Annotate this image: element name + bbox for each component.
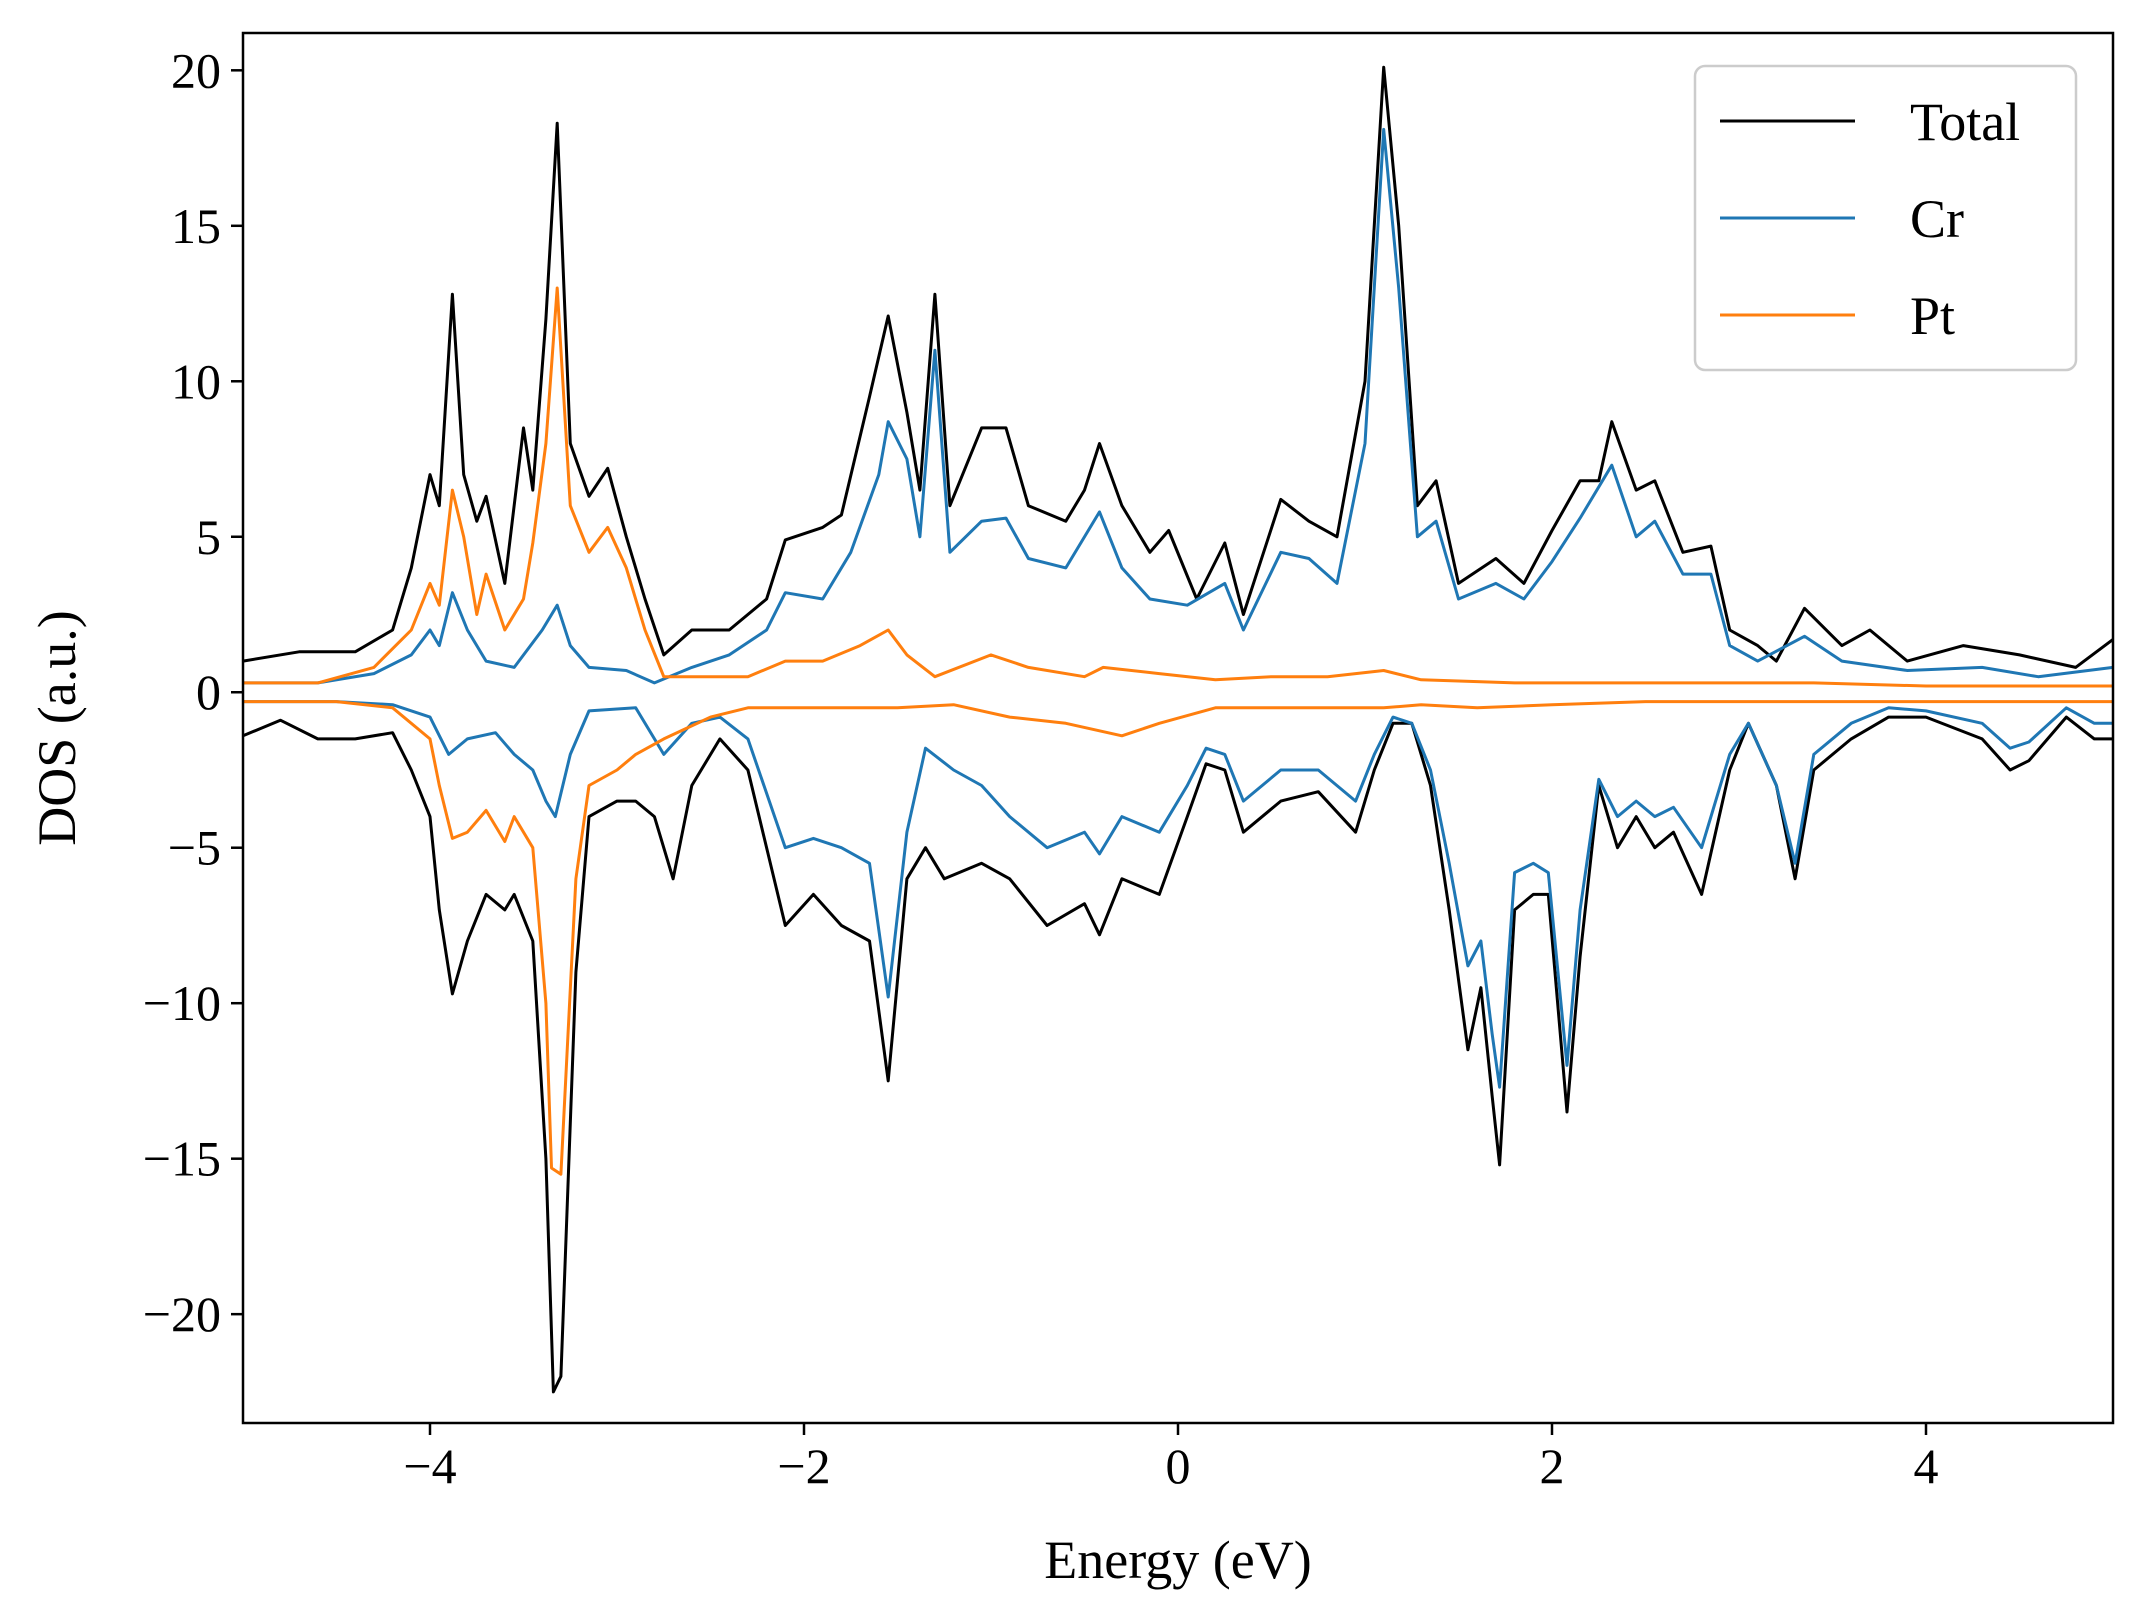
y-tick-label: −5 bbox=[168, 820, 221, 876]
x-tick-label: −4 bbox=[403, 1438, 456, 1494]
x-tick-label: −2 bbox=[777, 1438, 830, 1494]
legend-label-total: Total bbox=[1910, 92, 2020, 152]
y-axis-title: DOS (a.u.) bbox=[27, 610, 87, 845]
series-line-pt-spin-down bbox=[243, 700, 2113, 1176]
y-tick-label: −20 bbox=[143, 1286, 221, 1342]
legend-box bbox=[1693, 64, 2078, 372]
series-line-total-spin-up bbox=[242, 65, 2114, 669]
x-tick-label: 0 bbox=[1166, 1438, 1191, 1494]
x-tick-label: 2 bbox=[1540, 1438, 1565, 1494]
y-tick-label: 20 bbox=[171, 42, 221, 98]
legend-items: Total Cr Pt bbox=[1720, 92, 2020, 346]
x-axis: −4 −2 0 2 4 bbox=[403, 1423, 1939, 1494]
y-tick-label: −15 bbox=[143, 1131, 221, 1187]
legend-label-cr: Cr bbox=[1910, 189, 1964, 249]
y-tick-label: 10 bbox=[171, 353, 221, 409]
series-layer bbox=[242, 65, 2114, 1394]
y-tick-label: 0 bbox=[196, 664, 221, 720]
y-tick-label: −10 bbox=[143, 975, 221, 1031]
y-tick-label: 5 bbox=[196, 509, 221, 565]
legend: Total Cr Pt bbox=[1693, 64, 2078, 372]
series-line-pt-spin-up bbox=[243, 286, 2113, 688]
legend-label-pt: Pt bbox=[1910, 286, 1955, 346]
series-line-cr-spin-down bbox=[243, 700, 2113, 1089]
y-tick-label: 15 bbox=[171, 198, 221, 254]
x-tick-label: 4 bbox=[1914, 1438, 1939, 1494]
x-axis-title: Energy (eV) bbox=[1044, 1530, 1311, 1590]
series-line-cr-spin-up bbox=[243, 127, 2114, 685]
series-line-total-spin-down bbox=[242, 715, 2113, 1394]
y-axis: 20 15 10 5 0 −5 −10 −15 −20 bbox=[143, 42, 243, 1342]
